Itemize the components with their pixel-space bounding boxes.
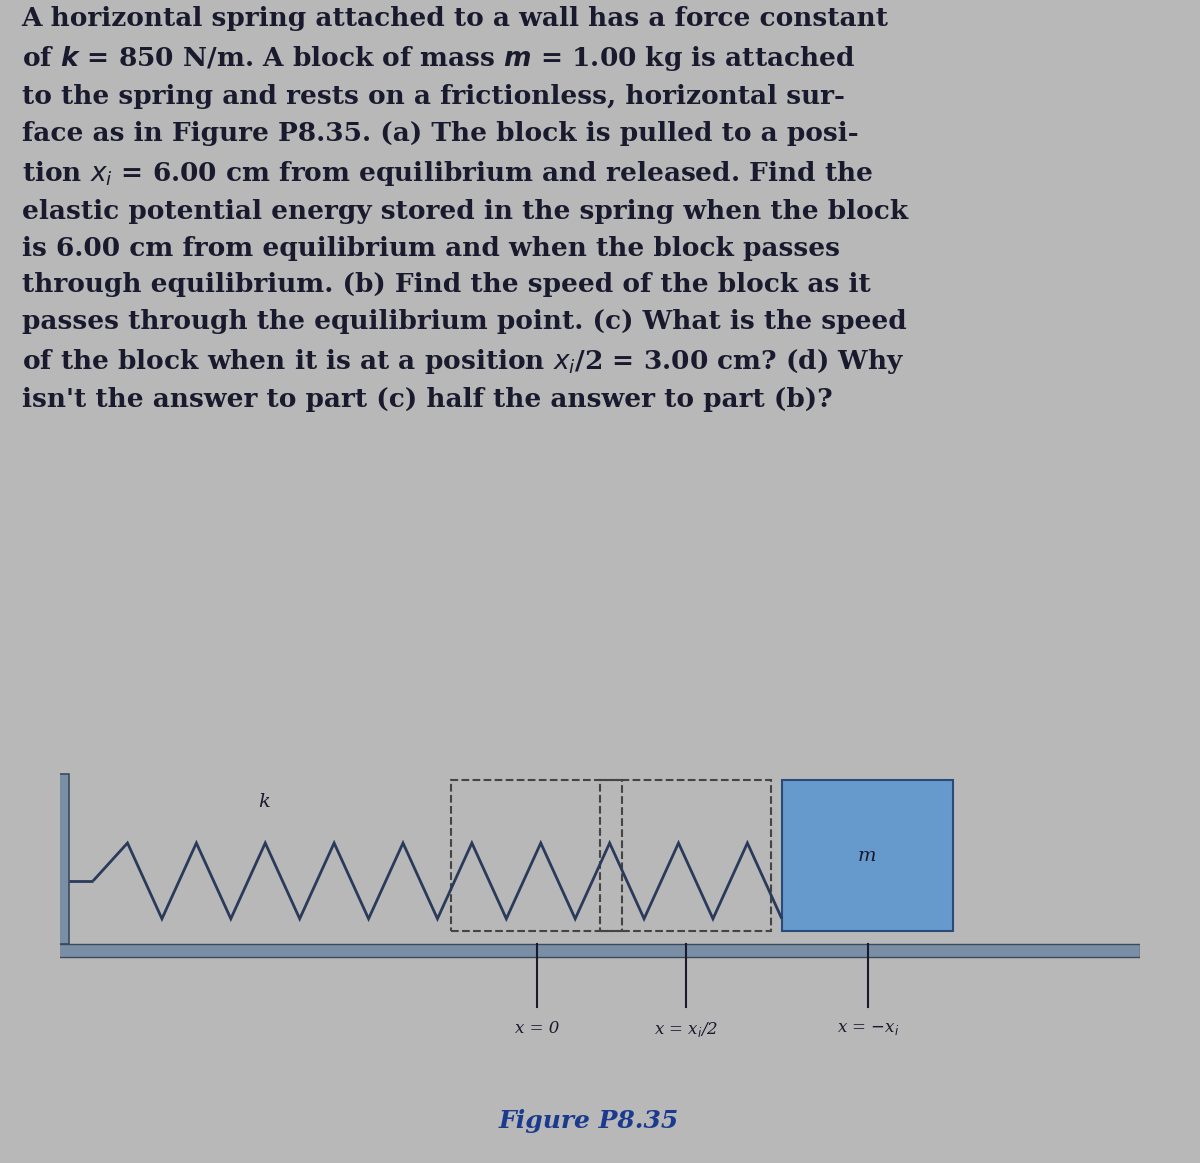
Bar — [600, 780, 770, 932]
Text: A horizontal spring attached to a wall has a force constant
of $\bfit{k}$ = 850 : A horizontal spring attached to a wall h… — [22, 6, 908, 413]
Bar — [44, 944, 1140, 957]
Bar — [782, 780, 953, 932]
Text: Figure P8.35: Figure P8.35 — [499, 1110, 679, 1134]
Text: m: m — [858, 847, 876, 864]
Bar — [451, 780, 622, 932]
Bar — [44, 773, 68, 944]
Text: k: k — [258, 793, 270, 812]
Text: x = 0: x = 0 — [515, 1020, 559, 1036]
Text: x = $-$x$_i$: x = $-$x$_i$ — [836, 1020, 899, 1036]
Bar — [46, 773, 56, 944]
Text: x = x$_i$/2: x = x$_i$/2 — [654, 1020, 718, 1039]
